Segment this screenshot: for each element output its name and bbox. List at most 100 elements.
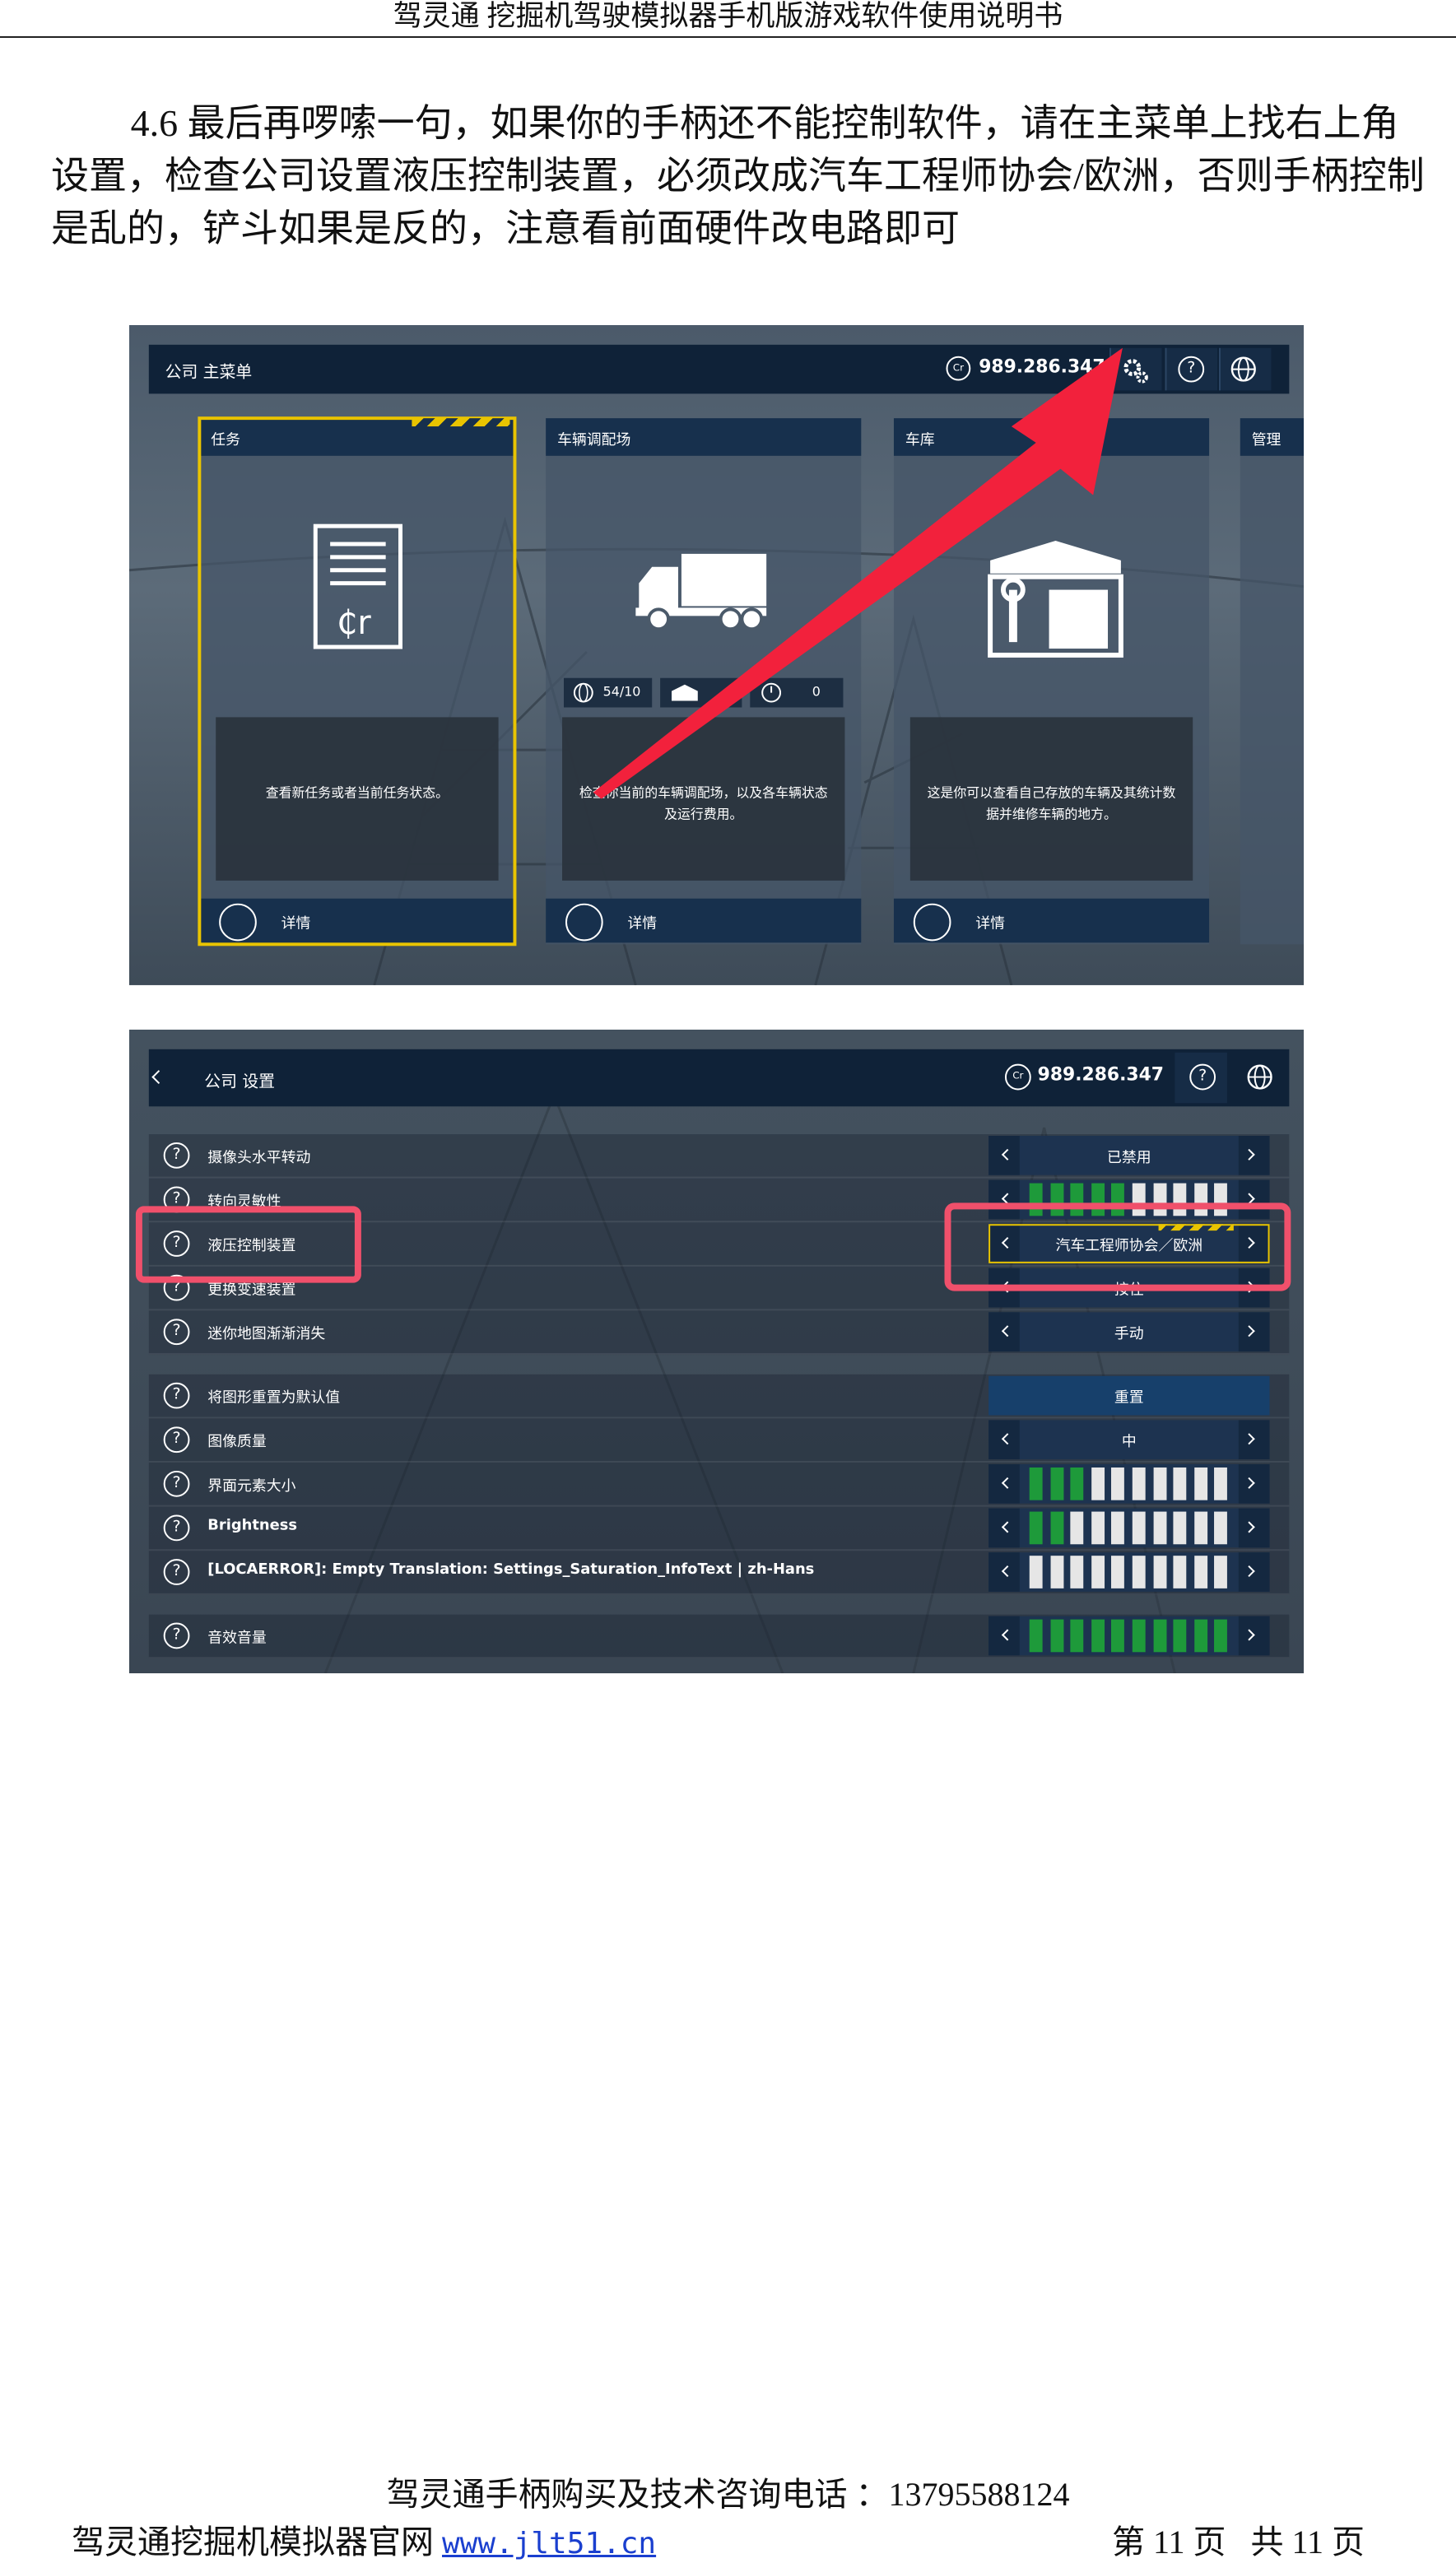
help-icon: ? xyxy=(163,1426,190,1454)
help-icon: ? xyxy=(163,1470,190,1497)
arrow-cell xyxy=(988,1136,1020,1175)
paragraph: 4.6 最后再啰嗦一句，如果你的手柄还不能控制软件，请在主菜单上找右上角设置，检… xyxy=(51,102,1425,249)
panel-description: 查看新任务或者当前任务状态。 xyxy=(265,785,449,801)
globe-icon xyxy=(1247,1064,1272,1090)
row-label: 迷你地图渐渐消失 xyxy=(207,1327,326,1344)
row-label: 界面元素大小 xyxy=(207,1478,296,1495)
help-icon: ? xyxy=(163,1142,190,1169)
truck-icon xyxy=(635,553,767,631)
slider-segment xyxy=(1049,1467,1063,1500)
slider-segment xyxy=(1132,1511,1146,1545)
arrow-cell xyxy=(1238,1420,1270,1460)
row-label: 更换变速装置 xyxy=(207,1282,296,1300)
selected-border xyxy=(198,416,517,947)
screenshot-main-menu: 公司 主菜单 Cr 989.286.347? 任务 查看新任务或者当前任务状态。 详情 ₵r… xyxy=(129,325,1304,985)
credits: 989.286.347 xyxy=(979,356,1105,378)
slider-segment xyxy=(1070,1556,1084,1589)
currency-icon: Cr xyxy=(946,356,971,381)
document-icon xyxy=(313,523,402,649)
row-control[interactable] xyxy=(988,1312,1270,1352)
slider-segment xyxy=(1214,1467,1228,1500)
slider-segment xyxy=(1111,1467,1125,1500)
slider-segment xyxy=(1173,1467,1187,1500)
slider-segment xyxy=(1173,1556,1187,1589)
help-icon: ? xyxy=(163,1319,190,1346)
row-control[interactable] xyxy=(988,1136,1270,1175)
breadcrumb: 公司 主菜单 xyxy=(165,364,253,383)
row-label: [LOCAERROR]: Empty Translation: Settings… xyxy=(207,1562,815,1579)
globe-icon xyxy=(573,682,593,703)
slider-segment xyxy=(1049,1619,1063,1653)
slider-segment xyxy=(1070,1511,1084,1545)
row-label: Brightness xyxy=(207,1518,297,1535)
stat-box xyxy=(750,677,844,708)
arrow-cell xyxy=(1238,1552,1270,1592)
currency-icon: Cr xyxy=(1004,1063,1031,1091)
slider-segment xyxy=(1173,1511,1187,1545)
page-number: 第 11 页 xyxy=(1111,2523,1226,2561)
panel-title: 车辆调配场 xyxy=(557,433,631,449)
row-label: 音效音量 xyxy=(207,1630,267,1648)
credits: 989.286.347 xyxy=(1037,1063,1165,1086)
slider-segment xyxy=(1193,1619,1207,1653)
description-box xyxy=(909,717,1193,881)
slider-segment xyxy=(1111,1619,1125,1653)
slider-segment xyxy=(1214,1511,1228,1545)
highlight-stripe xyxy=(1158,1224,1234,1231)
slider-segment xyxy=(1132,1556,1146,1589)
header-rule xyxy=(0,36,1456,38)
arrow-cell xyxy=(1238,1464,1270,1504)
slider-segment xyxy=(1111,1511,1125,1545)
arrow-cell xyxy=(988,1224,1020,1263)
pointer-arrow xyxy=(593,347,1123,799)
slider-segment xyxy=(1091,1556,1105,1589)
help-icon: ? xyxy=(163,1514,190,1542)
highlight-box xyxy=(944,1202,1291,1291)
arrow-cell xyxy=(988,1552,1020,1592)
highlight-box xyxy=(135,1206,361,1283)
slider-segment xyxy=(1070,1467,1084,1500)
row-label: 摄像头水平转动 xyxy=(207,1150,311,1167)
row-label: 液压控制装置 xyxy=(207,1239,296,1255)
panel xyxy=(1240,418,1304,945)
arrow-cell xyxy=(1238,1312,1270,1352)
slider-segment xyxy=(1091,1619,1105,1653)
globe-icon xyxy=(1230,356,1256,382)
search-icon xyxy=(913,903,951,942)
slider-segment xyxy=(1070,1619,1084,1653)
slider-segment xyxy=(1029,1511,1043,1545)
website-link[interactable]: www.jlt51.cn xyxy=(442,2527,657,2561)
arrow-cell xyxy=(1238,1179,1270,1220)
description-box xyxy=(216,717,499,881)
panel-description: 这是你可以查看自己存放的车辆及其统计数据并维修车辆的地方。 xyxy=(927,785,1176,822)
panel-title: 管理 xyxy=(1251,433,1282,449)
top-bar xyxy=(148,1049,1290,1107)
arrow-cell xyxy=(1238,1224,1270,1263)
screenshot-settings: 公司 设置 Cr 989.286.347?? 摄像头水平转动 已禁用? 转向灵敏性? 液压控… xyxy=(129,1030,1304,1673)
arrow-cell xyxy=(1238,1616,1270,1656)
row-label: 图像质量 xyxy=(207,1435,267,1452)
gear-icon xyxy=(1123,359,1148,384)
help-icon: ? xyxy=(163,1274,190,1301)
slider-segment xyxy=(1091,1511,1105,1545)
help-icon: ? xyxy=(163,1559,190,1585)
clock-icon xyxy=(761,682,782,703)
slider-segment xyxy=(1214,1619,1228,1653)
search-icon xyxy=(565,903,603,942)
stat-value: 54/10 xyxy=(602,684,641,700)
arrow-cell xyxy=(988,1312,1020,1352)
slider-segment xyxy=(1193,1467,1207,1500)
row-control[interactable] xyxy=(988,1375,1270,1416)
panel-header xyxy=(546,418,862,456)
row-control[interactable] xyxy=(988,1420,1270,1460)
arrow-cell xyxy=(1238,1136,1270,1175)
details-label: 详情 xyxy=(975,916,1005,933)
garage-icon xyxy=(988,541,1123,658)
slider-segment xyxy=(1214,1556,1228,1589)
arrow-cell xyxy=(988,1508,1020,1548)
footer-website: 驾灵通挖掘机模拟器官网 www.jlt51.cn xyxy=(72,2523,656,2563)
slider-segment xyxy=(1152,1619,1166,1653)
arrow-cell xyxy=(1238,1508,1270,1548)
arrow-cell xyxy=(988,1616,1020,1656)
